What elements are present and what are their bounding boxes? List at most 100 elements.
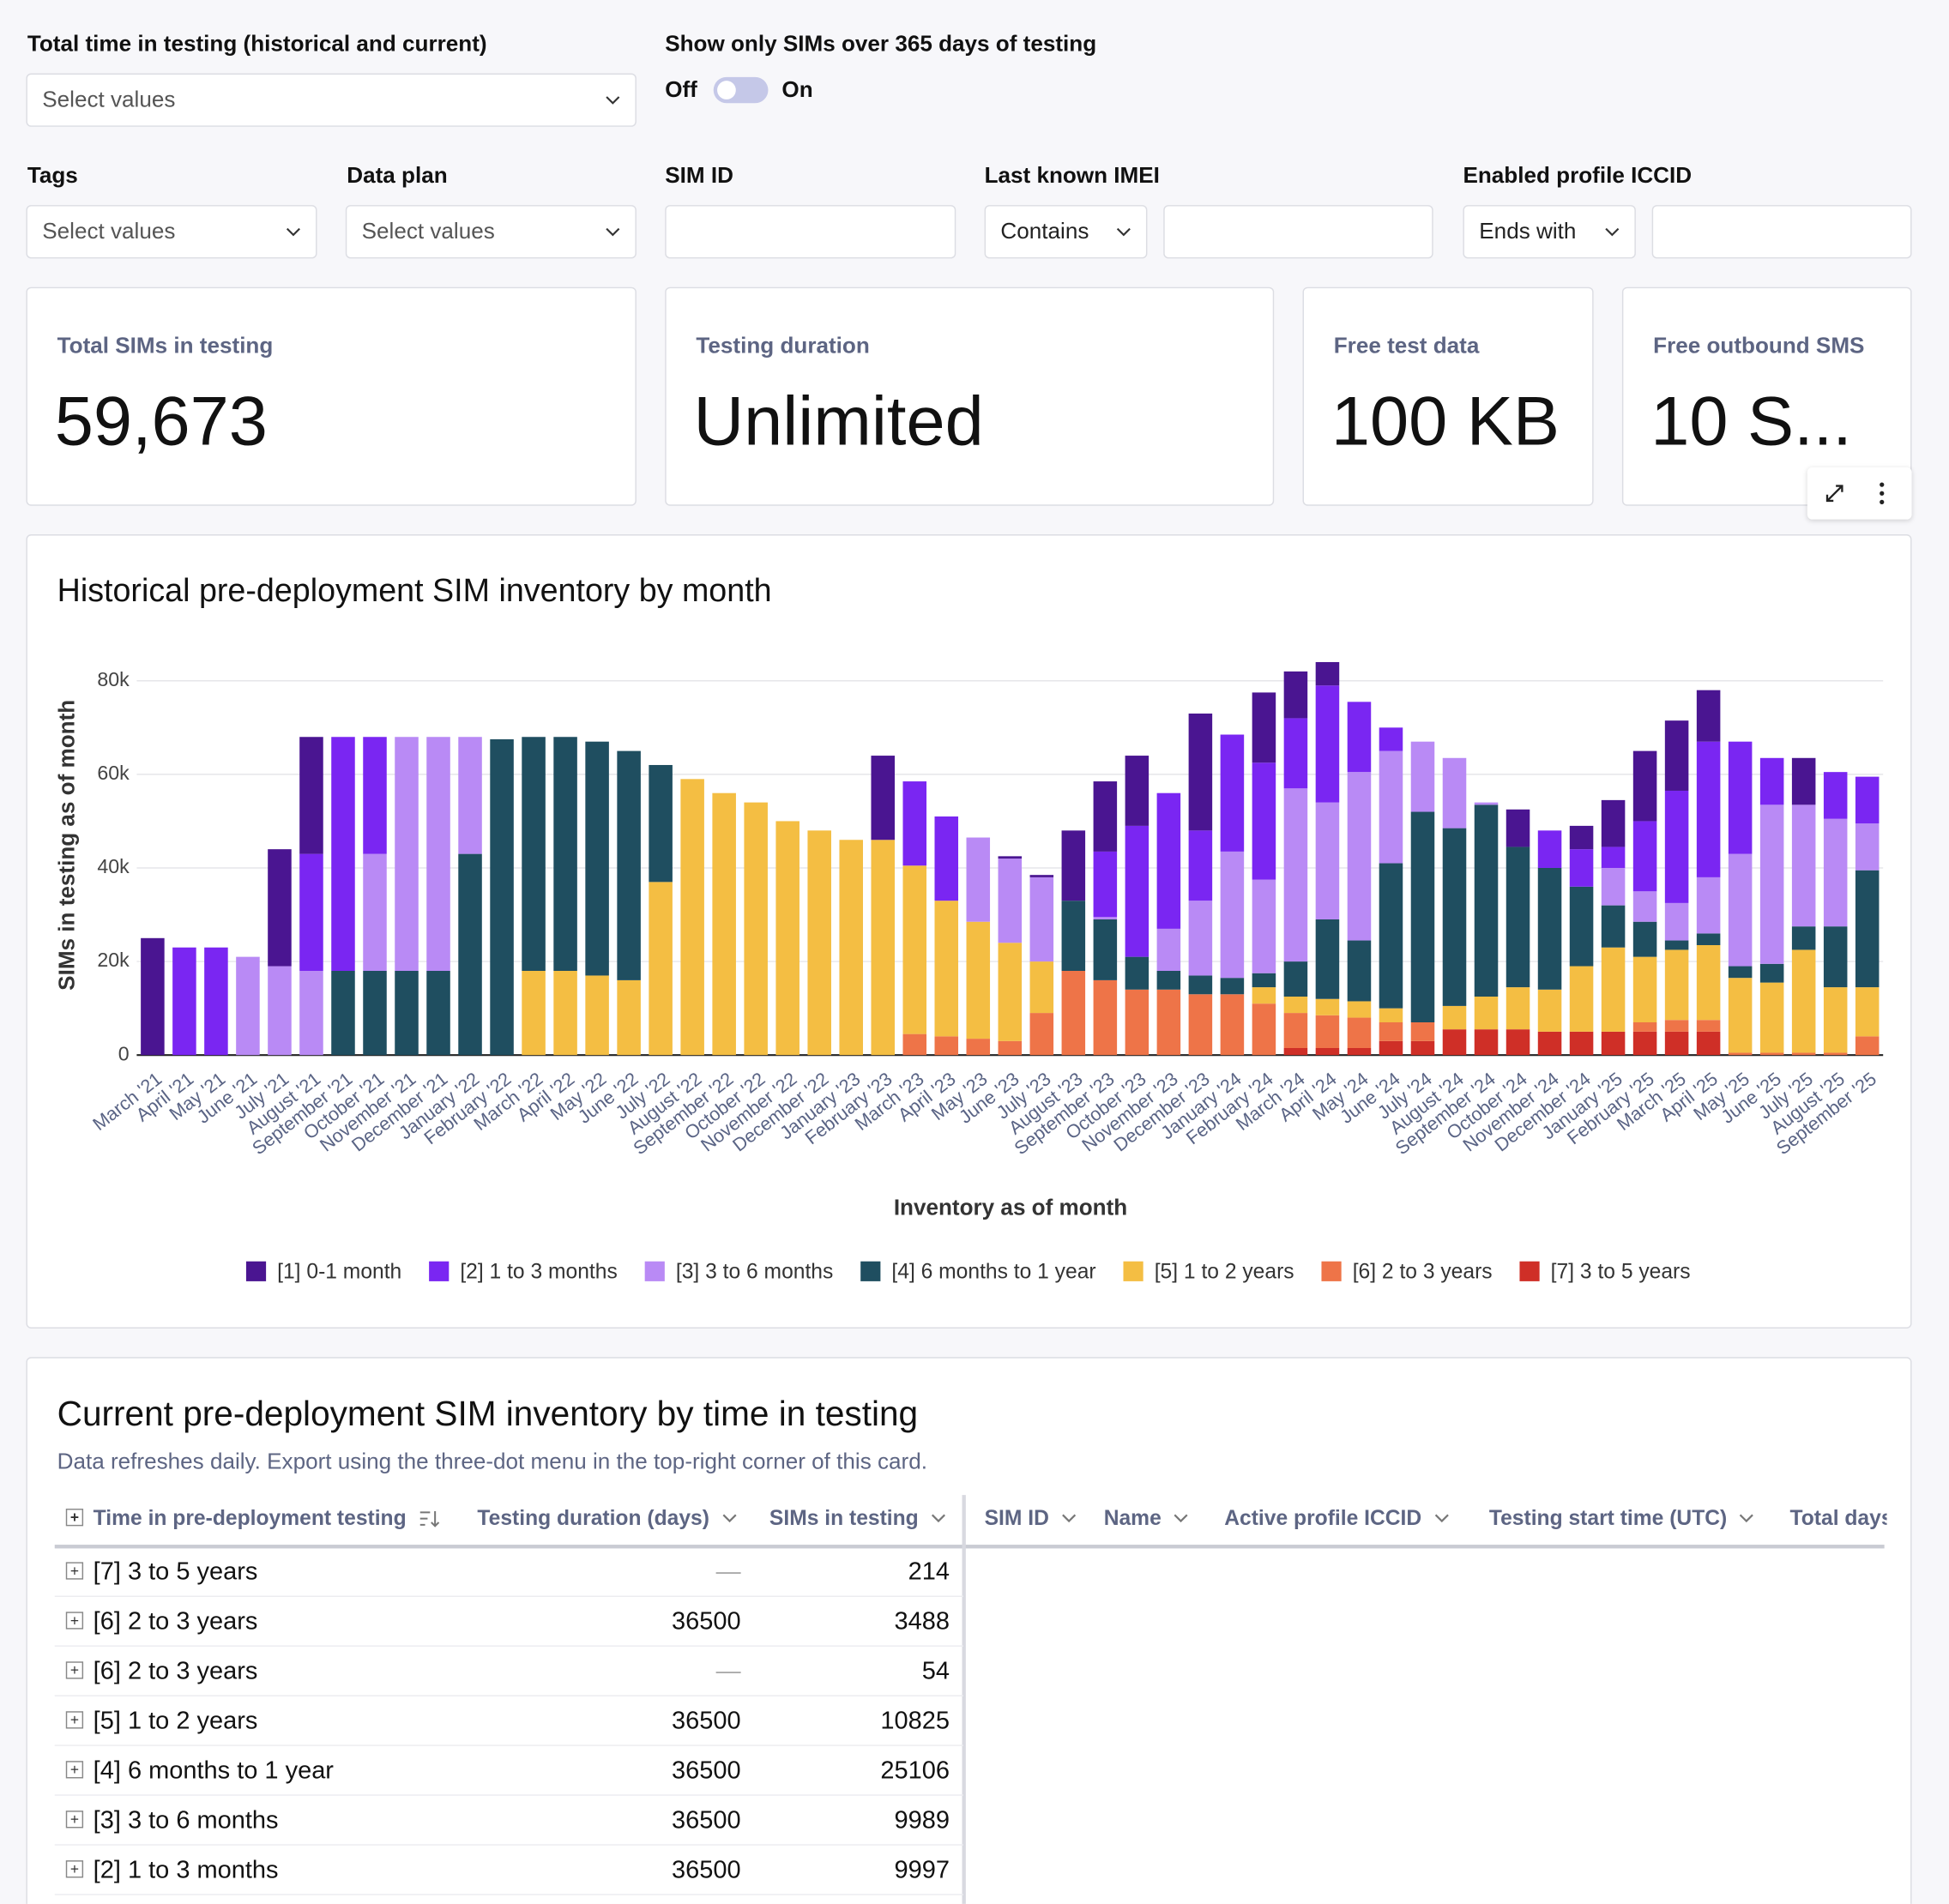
bar-segment [1156,928,1181,971]
bar-segment [1347,1048,1372,1056]
bar-segment [902,781,927,866]
kpi-card: Testing duration Unlimited [665,286,1275,506]
bar-segment [1283,788,1308,962]
bar-segment [1029,875,1054,877]
sims-cell: 10825 [880,1707,950,1735]
group-cell: [7] 3 to 5 years [93,1558,258,1586]
bar-segment [1061,901,1086,971]
column-header[interactable]: Active profile ICCID [1224,1506,1449,1531]
operator-dropdown[interactable]: Contains [984,205,1148,259]
bar-segment [1188,975,1213,995]
text-input[interactable] [1651,205,1912,259]
bar-segment [1442,828,1467,1006]
bar-segment [1252,973,1276,988]
bar-segment [1283,996,1308,1014]
kpi-card: Total SIMs in testing 59,673 [26,286,637,506]
bar-segment [1125,825,1149,957]
expand-row[interactable]: + [65,1761,84,1779]
bar-segment [1347,1017,1372,1049]
bar-segment [522,970,546,1056]
duration-cell: 36500 [671,1806,741,1835]
bar-segment [1474,1029,1499,1056]
bar-segment [1823,926,1848,988]
legend-label: [4] 6 months to 1 year [891,1260,1095,1283]
sort-icon[interactable] [419,1509,441,1528]
expand-row[interactable]: + [65,1860,84,1878]
bar-segment [871,840,896,1056]
column-header[interactable]: Total days [1790,1506,1887,1531]
expand-icon[interactable] [1822,481,1847,506]
bar-segment [1347,702,1372,773]
expand-all[interactable]: + [65,1509,84,1527]
chevron [606,95,620,105]
expand-row[interactable]: + [65,1612,84,1630]
bar-segment [1696,1020,1721,1032]
bar-segment [1696,1031,1721,1056]
bar-segment [1379,1008,1403,1022]
placeholder: Select values [361,219,495,244]
kpi-label: Free test data [1333,333,1480,359]
duration-cell: 36500 [671,1756,741,1785]
bar-segment [1188,994,1213,1056]
column-header[interactable]: Testing start time (UTC) [1489,1506,1754,1531]
operator-dropdown[interactable]: Ends with [1463,205,1636,259]
bar-segment [1759,1052,1784,1056]
text-input[interactable] [665,205,956,259]
expand-row[interactable]: + [65,1562,84,1580]
table-title: Current pre-deployment SIM inventory by … [57,1394,919,1433]
bar-segment [1093,919,1118,980]
bar-segment [1220,978,1245,995]
group-cell: [2] 1 to 3 months [93,1856,279,1884]
bar-segment [1125,756,1149,826]
bar-segment [807,830,831,1056]
bar-segment [299,737,323,854]
bar-segment [1188,830,1213,901]
column-header[interactable]: SIM ID [985,1506,1077,1531]
bar-segment [1601,867,1626,906]
bar-segment [1728,966,1753,979]
filter-label: Total time in testing (historical and cu… [27,31,487,57]
dropdown[interactable]: Select values [26,73,637,127]
bar-segment [1728,741,1753,854]
bar-segment [1061,830,1086,901]
duration-cell: 36500 [671,1707,741,1735]
y-tick-label: 20k [97,949,130,971]
bar-segment [871,756,896,841]
dropdown[interactable]: Select values [345,205,637,259]
toggle[interactable] [713,76,769,104]
expand-row[interactable]: + [65,1661,84,1679]
bar-segment [617,750,641,980]
bar-segment [1347,940,1372,1002]
more-icon[interactable] [1872,479,1892,507]
legend-label: [7] 3 to 5 years [1551,1260,1691,1283]
toggle-on: On [781,76,813,102]
bar-segment [1315,685,1340,803]
column-title: Testing start time (UTC) [1488,1506,1728,1530]
bar-segment [299,853,323,971]
bar-segment [1156,792,1181,929]
bar-segment [1791,1052,1816,1056]
bar-segment [934,1036,959,1056]
sims-cell: 9997 [894,1856,950,1884]
column-header[interactable]: Name [1104,1506,1189,1531]
chevron [286,227,300,236]
bar-segment [1093,917,1118,919]
bar-segment [1759,963,1784,983]
column-title: Name [1103,1506,1162,1530]
column-header[interactable]: Time in pre-deployment testing + [65,1506,442,1531]
bar-segment [1474,804,1499,997]
legend-swatch [429,1261,450,1281]
y-tick-label: 60k [97,762,130,784]
sims-cell: 9989 [894,1806,950,1835]
column-header[interactable]: SIMs in testing [769,1506,946,1531]
bar-segment [1061,970,1086,1056]
text-input[interactable] [1163,205,1433,259]
expand-row[interactable]: + [65,1711,84,1729]
chart-title: Historical pre-deployment SIM inventory … [57,572,772,608]
bar-segment [1474,996,1499,1030]
column-header[interactable]: Testing duration (days) [477,1506,737,1531]
bar-segment [1315,919,1340,999]
expand-row[interactable]: + [65,1811,84,1829]
dropdown[interactable]: Select values [26,205,317,259]
toggle-off: Off [665,76,697,102]
